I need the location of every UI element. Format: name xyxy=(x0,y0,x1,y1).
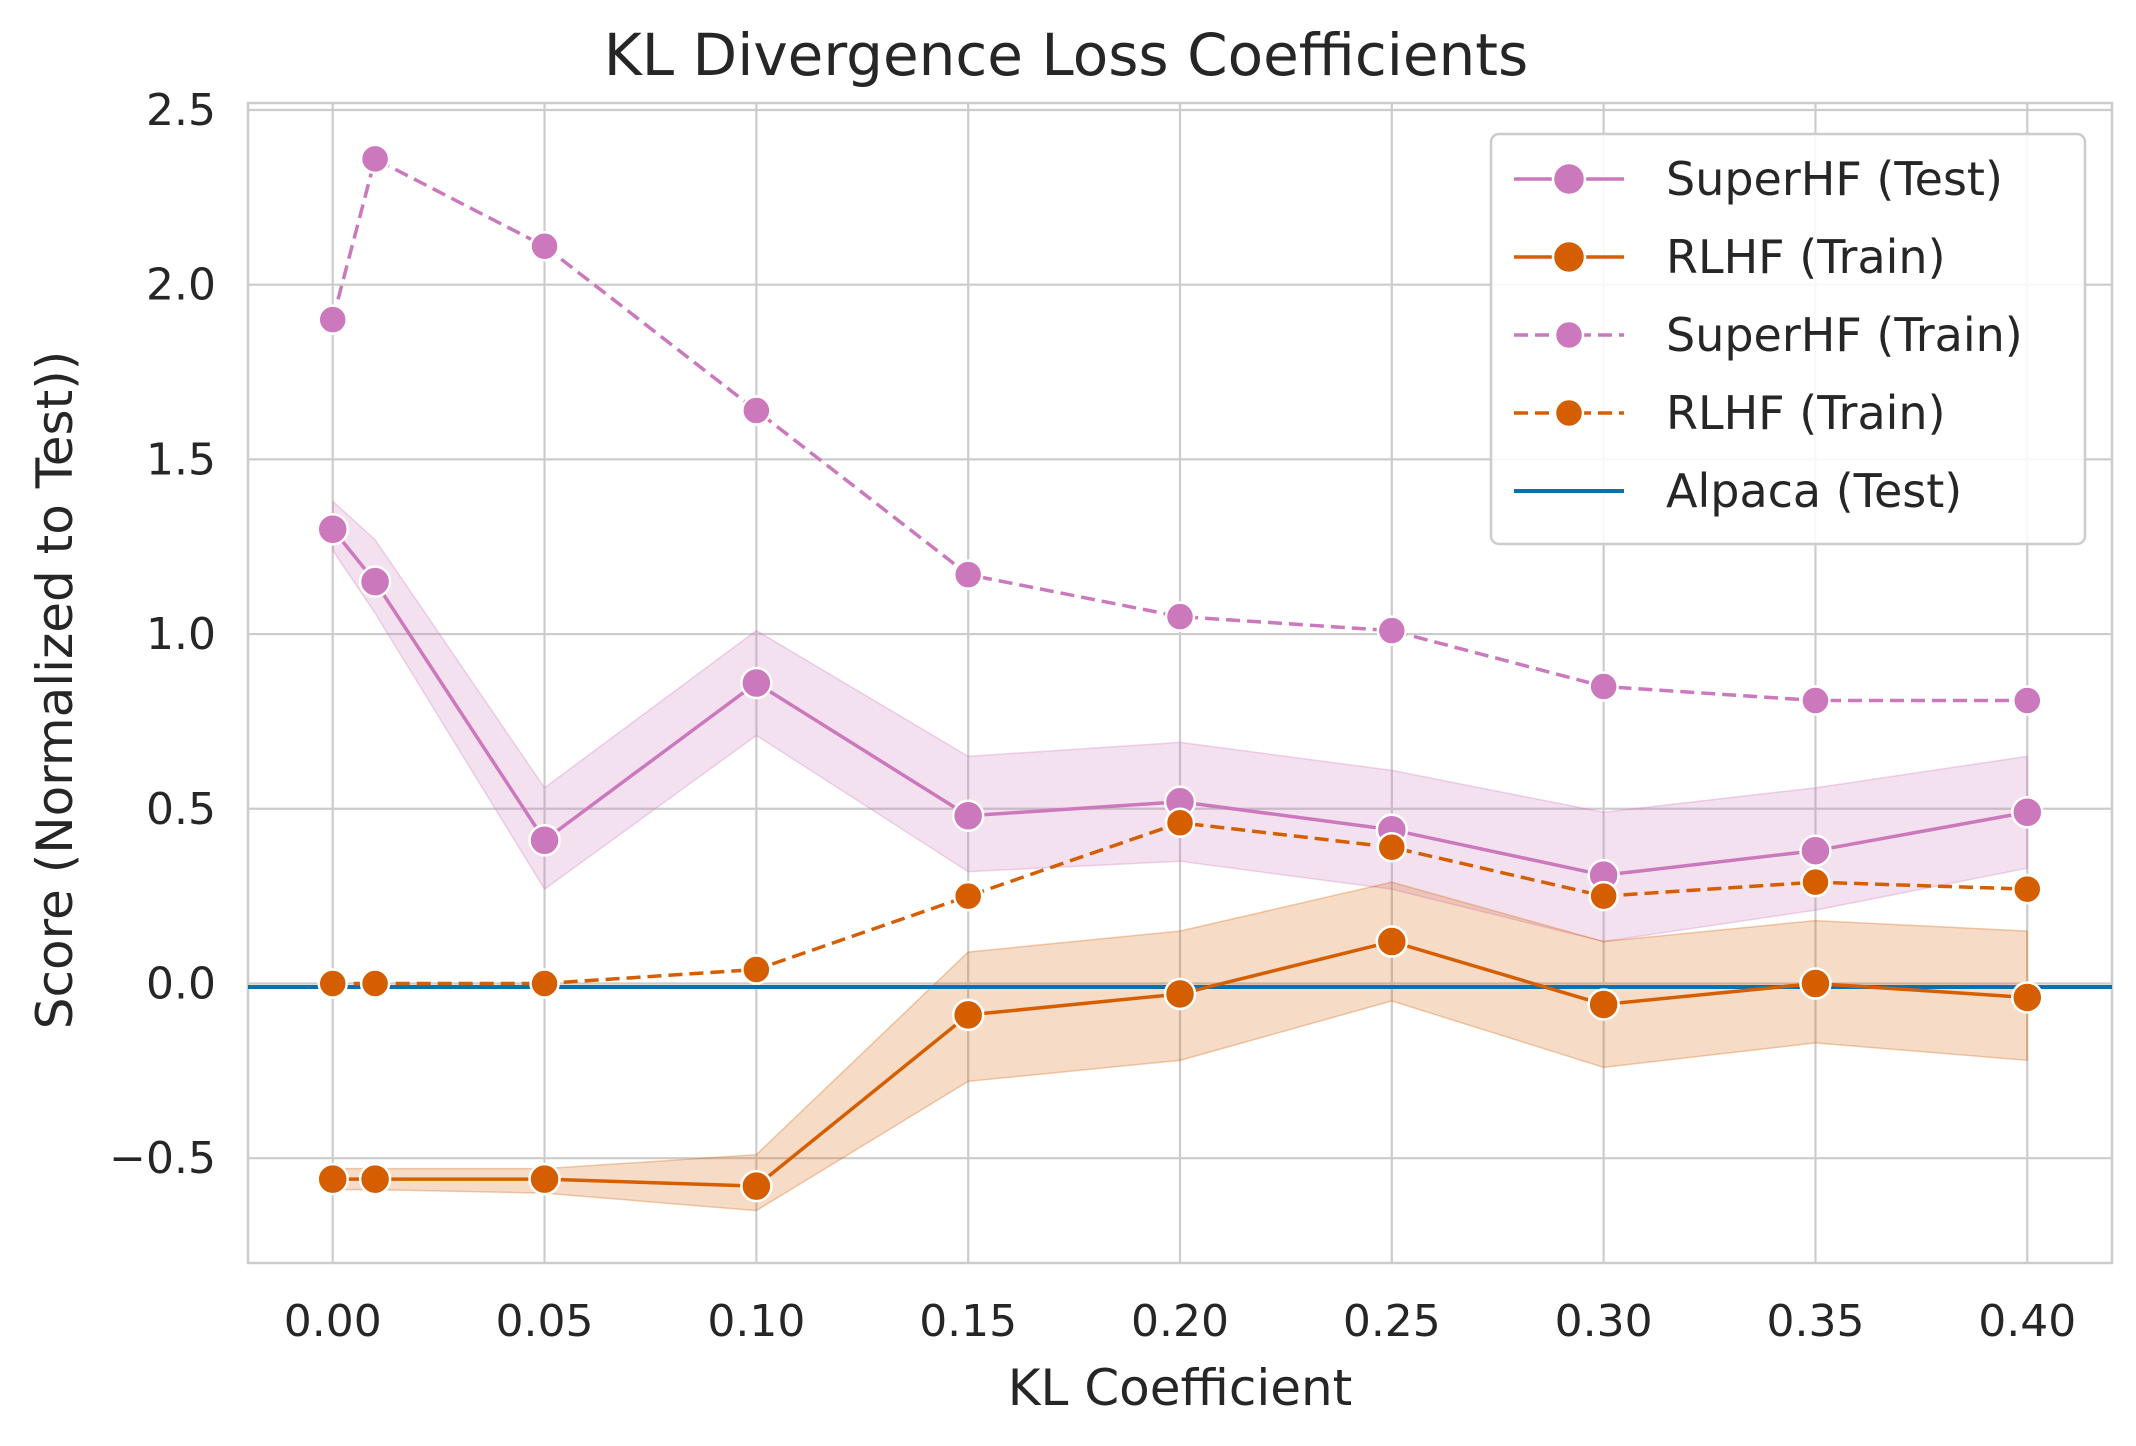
x-axis-label: KL Coefficient xyxy=(1008,1359,1353,1417)
data-point xyxy=(528,823,561,857)
data-point xyxy=(528,1162,561,1196)
legend-label: SuperHF (Train) xyxy=(1666,308,2023,362)
data-point xyxy=(1376,615,1408,646)
x-tick-label: 0.00 xyxy=(284,1296,382,1347)
legend-label: SuperHF (Test) xyxy=(1666,152,2003,206)
data-point xyxy=(740,666,773,700)
x-tick-label: 0.25 xyxy=(1343,1296,1441,1347)
data-point xyxy=(358,565,392,598)
data-point xyxy=(952,559,984,590)
series-line xyxy=(331,528,2028,877)
data-point xyxy=(741,395,772,426)
x-tick-label: 0.05 xyxy=(496,1296,594,1347)
data-point xyxy=(952,880,984,912)
data-point xyxy=(1800,685,1831,716)
data-point xyxy=(2012,873,2043,905)
x-tick-label: 0.10 xyxy=(707,1296,805,1347)
data-point xyxy=(1799,834,1832,867)
y-tick-label: 0.0 xyxy=(146,958,216,1009)
y-tick-label: 2.0 xyxy=(146,260,216,311)
x-tick-label: 0.35 xyxy=(1766,1296,1864,1347)
plot-frame xyxy=(246,101,2114,1265)
x-tick-label: 0.30 xyxy=(1555,1296,1653,1347)
data-point xyxy=(359,968,391,999)
data-point xyxy=(740,1169,773,1203)
y-axis-label: Score (Normalized to Test)) xyxy=(26,351,84,1029)
data-point xyxy=(1799,967,1832,1000)
data-point xyxy=(1376,831,1408,863)
legend-marker xyxy=(1553,397,1585,429)
x-tick-label: 0.20 xyxy=(1131,1296,1229,1347)
y-tick-label: −0.5 xyxy=(109,1133,216,1184)
legend-label: RLHF (Train) xyxy=(1666,230,1946,284)
legend: SuperHF (Test) RLHF (Train) SuperHF (Train… xyxy=(1489,132,2087,546)
data-point xyxy=(317,304,348,335)
x-tick-label: 0.15 xyxy=(919,1296,1017,1347)
y-tick-label: 0.5 xyxy=(146,784,216,835)
data-point xyxy=(1163,977,1197,1011)
data-point xyxy=(316,1162,349,1196)
data-point xyxy=(529,231,560,262)
data-point xyxy=(951,998,985,1032)
data-point xyxy=(2012,685,2043,716)
legend-marker xyxy=(1551,161,1587,197)
plot-area: 0.00 0.05 0.10 0.15 0.20 0.25 0.30 0.35 0.40 −0.5… xyxy=(109,85,2114,1347)
y-tick-label: 1.5 xyxy=(146,434,216,485)
series-line xyxy=(332,821,2028,986)
data-point xyxy=(1588,880,1619,912)
data-point xyxy=(529,968,560,999)
data-point xyxy=(1375,925,1409,958)
y-tick-label: 1.0 xyxy=(146,609,216,660)
confidence-band xyxy=(331,499,2029,943)
data-point xyxy=(317,968,348,999)
series-group xyxy=(316,513,2044,892)
data-point xyxy=(1164,601,1196,632)
data-point xyxy=(1587,988,1620,1021)
series-line xyxy=(332,939,2028,1188)
legend-marker xyxy=(1551,239,1587,275)
series-group xyxy=(317,143,2043,716)
data-point xyxy=(741,954,772,985)
data-point xyxy=(316,513,349,546)
data-point xyxy=(2011,981,2044,1014)
chart-title: KL Divergence Loss Coefficients xyxy=(604,21,1528,89)
confidence-band xyxy=(331,881,2029,1212)
legend-label: Alpaca (Test) xyxy=(1666,464,1962,518)
y-tick-label: 2.5 xyxy=(146,85,216,136)
data-point xyxy=(359,143,391,175)
data-point xyxy=(2011,796,2044,829)
data-point xyxy=(358,1162,392,1196)
data-point xyxy=(1164,807,1196,839)
x-tick-label: 0.40 xyxy=(1978,1296,2076,1347)
data-point xyxy=(1800,866,1831,898)
data-point xyxy=(1588,671,1619,702)
data-point xyxy=(951,799,985,833)
legend-box xyxy=(1489,132,2087,546)
series-group xyxy=(317,807,2043,999)
series-group xyxy=(316,925,2044,1203)
series-line xyxy=(331,157,2028,703)
legend-label: RLHF (Train) xyxy=(1666,386,1946,440)
legend-marker xyxy=(1553,319,1585,351)
